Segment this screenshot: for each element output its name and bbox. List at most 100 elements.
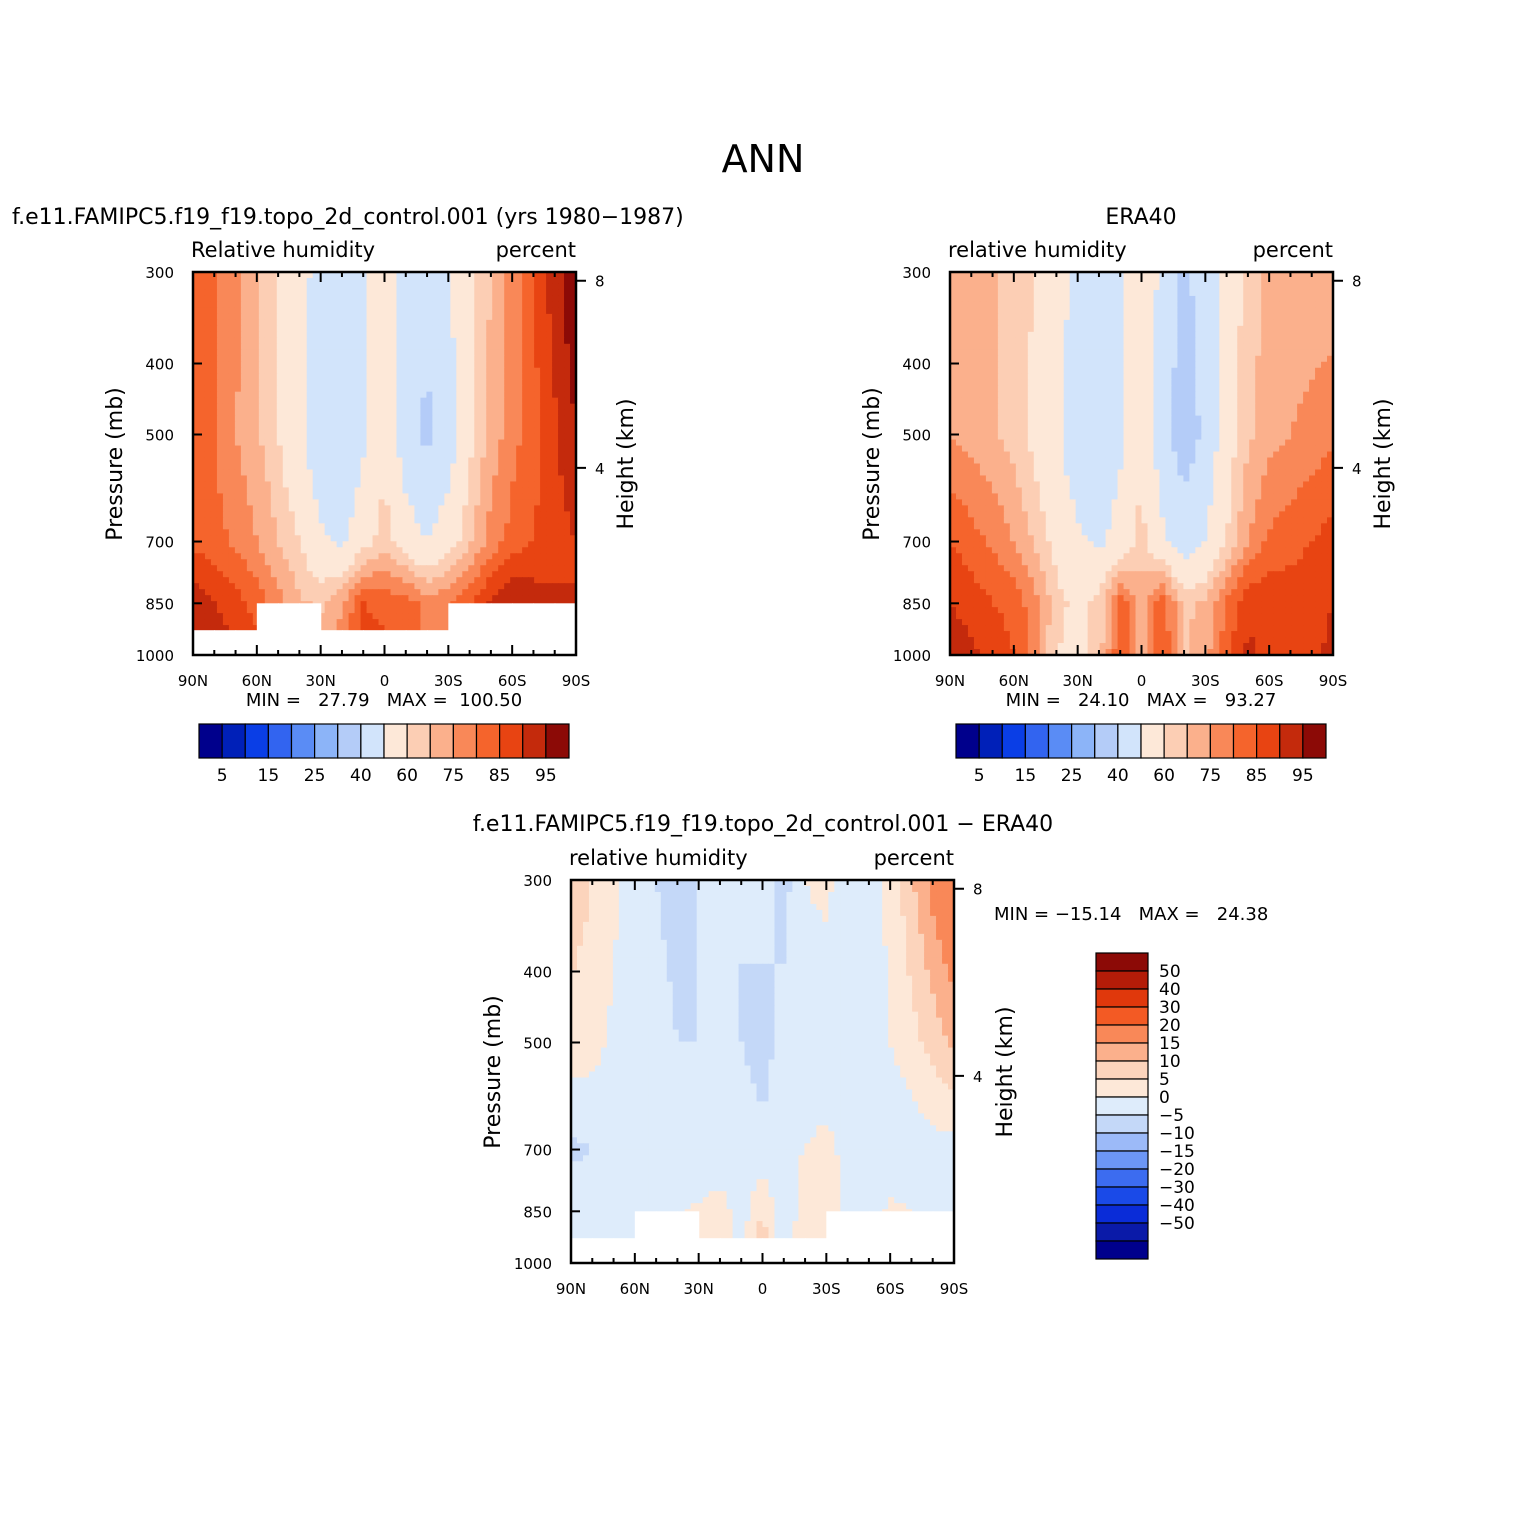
contour-cell: [1237, 283, 1244, 291]
contour-cell: [516, 403, 523, 411]
contour-cell: [378, 517, 386, 524]
contour-cell: [546, 415, 553, 423]
contour-cell: [468, 577, 475, 584]
contour-cell: [330, 421, 338, 429]
contour-cell: [396, 277, 404, 285]
contour-cell: [348, 475, 356, 483]
contour-cell: [468, 511, 475, 518]
contour-cell: [228, 493, 236, 500]
contour-cell: [324, 385, 332, 393]
contour-cell: [480, 433, 487, 441]
contour-cell: [504, 415, 511, 423]
contour-cell: [1207, 272, 1214, 279]
contour-cell: [564, 283, 571, 291]
contour-cell: [522, 463, 529, 471]
contour-cell: [1279, 272, 1286, 279]
contour-cell: [474, 547, 481, 554]
contour-cell: [534, 373, 541, 381]
contour-cell: [300, 349, 308, 357]
contour-cell: [504, 391, 511, 399]
contour-cell: [456, 547, 463, 554]
contour-cell: [522, 589, 529, 596]
contour-cell: [474, 391, 481, 399]
contour-cell: [564, 475, 571, 483]
contour-cell: [516, 331, 523, 339]
contour-cell: [318, 439, 326, 447]
contour-cell: [372, 475, 380, 483]
contour-cell: [216, 583, 224, 590]
contour-cell: [372, 559, 380, 566]
contour-cell: [234, 337, 242, 345]
contour-cell: [558, 313, 565, 321]
contour-cell: [1051, 325, 1059, 333]
contour-cell: [318, 277, 326, 285]
contour-cell: [306, 337, 314, 345]
contour-cell: [354, 493, 362, 500]
contour-cell: [288, 463, 296, 471]
contour-cell: [1153, 277, 1161, 285]
contour-cell: [570, 475, 576, 483]
contour-cell: [486, 553, 493, 560]
contour-cell: [510, 349, 517, 357]
contour-cell: [504, 385, 511, 393]
contour-cell: [282, 272, 290, 279]
contour-cell: [354, 559, 362, 566]
contour-cell: [193, 511, 200, 518]
contour-cell: [402, 559, 410, 566]
contour-cell: [1045, 289, 1053, 297]
contour-cell: [222, 295, 230, 303]
contour-cell: [264, 535, 272, 542]
contour-cell: [354, 277, 362, 285]
contour-cell: [204, 325, 212, 333]
contour-cell: [468, 391, 475, 399]
contour-cell: [408, 553, 416, 560]
contour-cell: [480, 595, 487, 602]
contour-cell: [246, 283, 254, 291]
contour-cell: [414, 547, 421, 554]
contour-cell: [354, 427, 362, 435]
below-surface-mask: [299, 603, 322, 655]
contour-cell: [1327, 289, 1333, 297]
contour-cell: [510, 499, 517, 506]
contour-cell: [546, 349, 553, 357]
contour-cell: [198, 499, 206, 506]
contour-cell: [330, 463, 338, 471]
contour-cell: [246, 559, 254, 566]
contour-cell: [510, 589, 517, 596]
contour-cell: [1129, 295, 1137, 303]
contour-cell: [564, 511, 571, 518]
contour-cell: [336, 625, 344, 632]
contour-cell: [300, 535, 308, 542]
contour-cell: [1291, 277, 1298, 285]
contour-cell: [330, 439, 338, 447]
contour-cell: [300, 499, 308, 506]
contour-cell: [991, 325, 999, 333]
contour-cell: [324, 349, 332, 357]
contour-cell: [378, 535, 386, 542]
contour-cell: [354, 463, 362, 471]
contour-cell: [1093, 277, 1101, 285]
contour-cell: [204, 613, 212, 620]
contour-cell: [282, 373, 290, 381]
contour-cell: [228, 433, 236, 441]
contour-cell: [474, 499, 481, 506]
contour-cell: [1159, 337, 1167, 345]
contour-cell: [450, 541, 457, 548]
contour-cell: [504, 457, 511, 465]
contour-cell: [991, 337, 999, 345]
contour-cell: [1177, 337, 1184, 345]
contour-cell: [540, 577, 547, 584]
contour-cell: [330, 523, 338, 530]
contour-cell: [486, 295, 493, 303]
contour-cell: [282, 361, 290, 369]
contour-cell: [384, 559, 392, 566]
contour-cell: [402, 571, 410, 578]
contour-cell: [486, 475, 493, 483]
contour-cell: [1081, 343, 1089, 351]
contour-cell: [204, 277, 212, 285]
contour-cell: [426, 463, 433, 471]
contour-cell: [1225, 289, 1232, 297]
contour-cell: [528, 499, 535, 506]
contour-cell: [288, 283, 296, 291]
contour-cell: [348, 499, 356, 506]
